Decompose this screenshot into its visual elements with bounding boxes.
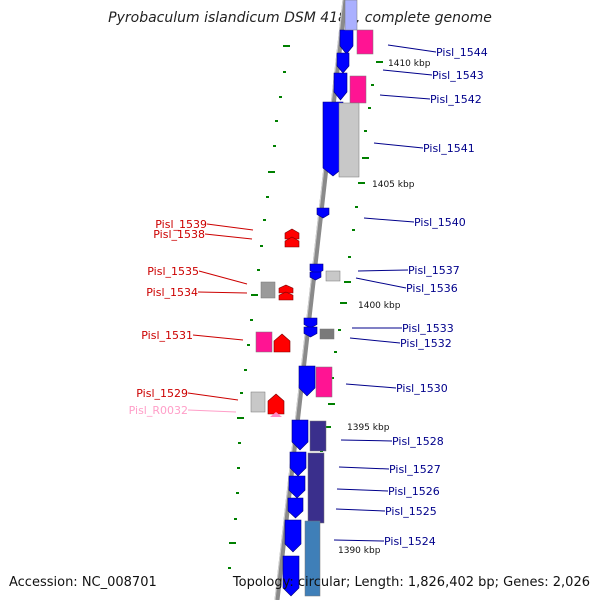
leader-line — [373, 142, 424, 149]
genome-backbone-inner — [274, 0, 344, 600]
leader-line — [206, 223, 254, 231]
gene-label-pisl_1526: Pisl_1526 — [388, 485, 440, 498]
gene-label-pisl_1533: Pisl_1533 — [402, 322, 454, 335]
leader-line — [355, 277, 407, 289]
gene-arrow-pisl-1531 — [273, 333, 291, 353]
gene-arrow-pisl-1525 — [287, 497, 304, 519]
gene-block-grey-1541 — [338, 102, 360, 178]
leader-line — [197, 291, 248, 294]
genome-summary-text: Topology: circular; Length: 1,826,402 bp… — [232, 575, 590, 590]
gene-block-purple-1527 — [307, 452, 325, 524]
gene-block-pink-1542 — [349, 75, 367, 104]
gene-block-pink-1530 — [315, 366, 333, 398]
gene-arrow-pisl-1543 — [336, 52, 350, 74]
leader-line — [335, 508, 386, 512]
gene-label-pisl_1529: Pisl_1529 — [136, 387, 188, 400]
gene-arrow-pisl-1536 — [309, 271, 322, 281]
gene-label-pisl_1534: Pisl_1534 — [146, 286, 198, 299]
gene-arrow-pisl-1542 — [333, 72, 348, 101]
gene-block-steel-1524 — [304, 520, 321, 597]
gene-arrow-pisl-1529 — [267, 393, 285, 415]
leader-line — [336, 488, 389, 492]
gene-label-pisl_1541: Pisl_1541 — [423, 142, 475, 155]
gene-arrow-pisl-1526 — [288, 475, 306, 499]
map-title: Pyrobaculum islandicum DSM 4184, complet… — [108, 10, 492, 26]
leader-line — [357, 269, 409, 272]
rna-feature-pisl-r0032 — [270, 412, 282, 417]
leader-line — [187, 409, 237, 413]
gene-label-pisl_1524: Pisl_1524 — [384, 535, 436, 548]
gene-label-pisl_1542: Pisl_1542 — [430, 93, 482, 106]
gene-arrow-pisl-1533 — [303, 317, 318, 329]
gene-block-pink-1544 — [356, 29, 374, 55]
gene-block-top — [344, 0, 358, 31]
gene-labels: Pisl_1544 Pisl_1543 Pisl_1542 Pisl_1541 Pisl… — [129, 44, 488, 548]
gene-label-pisl_1540: Pisl_1540 — [414, 216, 466, 229]
gene-arrow-unlabeled — [282, 555, 300, 597]
gene-block-pink-1531 — [255, 331, 273, 353]
gene-arrow-pisl-1527 — [289, 451, 307, 477]
gene-arrow-pisl-1534 — [278, 291, 294, 301]
gene-block-grey-1532 — [319, 328, 335, 340]
gene-label-pisl_1538: Pisl_1538 — [153, 228, 205, 241]
gene-label-pisl_1531: Pisl_1531 — [141, 329, 193, 342]
gene-label-pisl_1537: Pisl_1537 — [408, 264, 460, 277]
gene-arrow-pisl-1532 — [303, 326, 318, 338]
scale-label-1400: 1400 kbp — [358, 301, 401, 311]
gene-arrow-pisl-1544 — [339, 29, 354, 55]
leader-line — [338, 466, 390, 470]
gene-features — [250, 0, 374, 597]
gene-arrow-pisl-1530 — [298, 365, 316, 397]
gene-label-pisl_1530: Pisl_1530 — [396, 382, 448, 395]
gene-label-pisl_1535: Pisl_1535 — [147, 265, 199, 278]
leader-line — [345, 383, 397, 389]
gene-label-pisl_1539: Pisl_1539 — [155, 218, 207, 231]
gene-arrow-pisl-1528 — [291, 419, 309, 451]
leader-line — [204, 233, 253, 240]
gene-arrow-pisl-1524 — [284, 519, 302, 553]
leader-line — [192, 334, 244, 341]
gene-block-grey-1536 — [325, 270, 341, 282]
accession-text: Accession: NC_008701 — [9, 575, 157, 590]
leader-line — [187, 392, 239, 401]
gene-arrow-pisl-1540 — [316, 207, 330, 219]
leader-line — [363, 217, 415, 223]
gene-label-pisl_1525: Pisl_1525 — [385, 505, 437, 518]
scale-label-1405: 1405 kbp — [372, 180, 415, 190]
gene-block-grey-1529 — [250, 391, 266, 413]
gene-arrow-pisl-1541 — [322, 101, 344, 177]
leader-line — [333, 539, 385, 542]
leader-line — [379, 94, 431, 100]
leader-line — [198, 270, 248, 285]
scale-label-1410: 1410 kbp — [388, 59, 431, 69]
gene-block-grey-1534 — [260, 281, 276, 299]
gene-block-purple-1528 — [309, 420, 327, 452]
gene-label-pisl_1527: Pisl_1527 — [389, 463, 441, 476]
gene-label-pisl_1543: Pisl_1543 — [432, 69, 484, 82]
scale-label-1390: 1390 kbp — [338, 546, 381, 556]
scale-label-1395: 1395 kbp — [347, 423, 390, 433]
leader-line — [340, 439, 393, 442]
gene-arrow-pisl-1538 — [284, 236, 300, 248]
leader-line — [382, 69, 433, 76]
gene-label-pisl-r0032: Pisl_R0032 — [129, 404, 188, 417]
gene-label-pisl_1532: Pisl_1532 — [400, 337, 452, 350]
gene-label-pisl_1544: Pisl_1544 — [436, 46, 488, 59]
gene-label-pisl_1536: Pisl_1536 — [406, 282, 458, 295]
gene-label-pisl_1528: Pisl_1528 — [392, 435, 444, 448]
leader-line — [349, 337, 401, 344]
leader-line — [387, 44, 437, 53]
